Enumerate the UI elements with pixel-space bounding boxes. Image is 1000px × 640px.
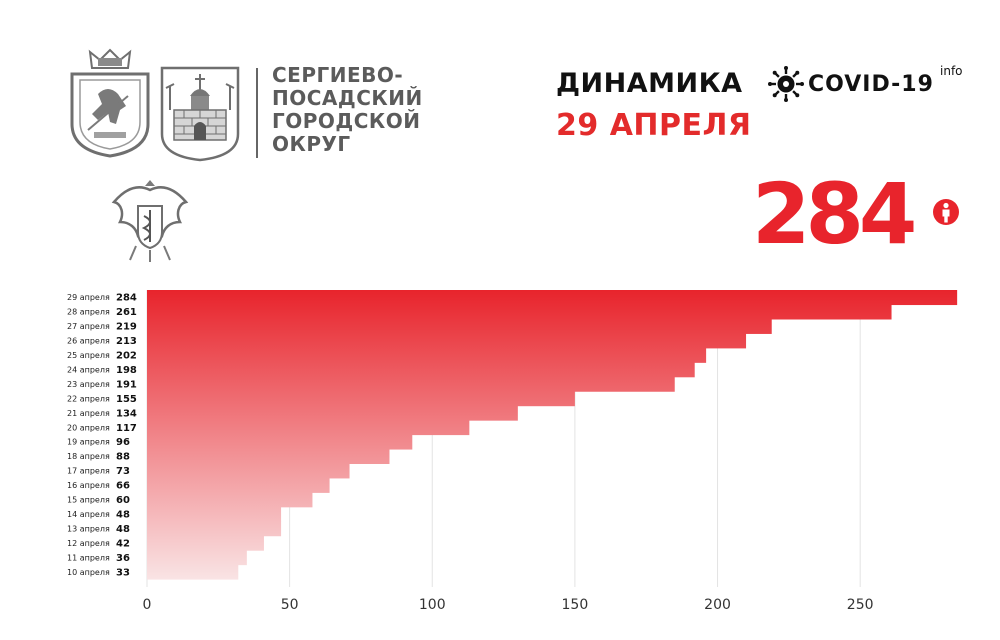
bar: [147, 405, 518, 421]
data-label: 73: [116, 466, 130, 477]
category-label: 18 апреля: [67, 452, 110, 461]
data-label: 96: [116, 437, 130, 448]
bar: [147, 506, 282, 522]
bar: [147, 434, 413, 450]
data-label: 213: [116, 336, 137, 347]
cases-bar-chart: 29 апреля 284 28 апреля 261 27 апреля 219 26 а…: [67, 290, 958, 613]
bar: [147, 333, 747, 349]
bar: [147, 564, 239, 580]
category-label: 16 апреля: [67, 481, 110, 490]
x-tick-label: 250: [847, 597, 874, 613]
category-label: 26 апреля: [67, 337, 110, 346]
category-label: 10 апреля: [67, 568, 110, 577]
data-label: 219: [116, 322, 137, 333]
data-label: 42: [116, 538, 130, 549]
moscow-oblast-emblem-icon: [70, 48, 150, 158]
headline: ДИНАМИКА COVID-19 info: [556, 64, 976, 104]
data-label: 88: [116, 452, 130, 463]
org-name: СЕРГИЕВО- ПОСАДСКИЙ ГОРОДСКОЙ ОКРУГ: [272, 64, 452, 156]
brand-superscript: info: [940, 64, 963, 78]
category-label: 21 апреля: [67, 409, 110, 418]
data-label: 48: [116, 509, 130, 520]
data-label: 48: [116, 524, 130, 535]
x-tick-label: 200: [704, 597, 731, 613]
bar: [147, 477, 330, 493]
category-label: 15 апреля: [67, 496, 110, 505]
category-label: 20 апреля: [67, 423, 110, 432]
virus-icon: [768, 66, 804, 102]
category-label: 29 апреля: [67, 293, 110, 302]
x-tick-label: 150: [562, 597, 589, 613]
data-label: 261: [116, 307, 137, 318]
data-label: 66: [116, 481, 130, 492]
headline-title: ДИНАМИКА: [556, 68, 743, 99]
category-label: 19 апреля: [67, 438, 110, 447]
data-label: 191: [116, 379, 137, 390]
bar: [147, 376, 675, 392]
header-divider: [256, 68, 258, 158]
data-label: 198: [116, 365, 137, 376]
category-label: 11 апреля: [67, 553, 110, 562]
person-icon: [933, 199, 959, 225]
org-name-line: ПОСАДСКИЙ: [272, 86, 423, 110]
data-label: 60: [116, 495, 130, 506]
bar: [147, 521, 282, 537]
bar: [147, 448, 390, 464]
org-name-line: СЕРГИЕВО-: [272, 63, 404, 87]
category-label: 13 апреля: [67, 524, 110, 533]
bar: [147, 391, 575, 407]
bar: [147, 347, 707, 363]
category-label: 27 апреля: [67, 322, 110, 331]
brand-text: COVID-19: [808, 72, 934, 97]
total-cases-number: 284: [752, 165, 917, 263]
category-label: 23 апреля: [67, 380, 110, 389]
category-label: 17 апреля: [67, 467, 110, 476]
category-label: 25 апреля: [67, 351, 110, 360]
bar: [147, 362, 695, 378]
category-label: 22 апреля: [67, 394, 110, 403]
rospotrebnadzor-emblem-icon: [111, 180, 189, 262]
data-label: 202: [116, 351, 137, 362]
x-tick-label: 0: [143, 597, 152, 613]
bar: [147, 463, 350, 479]
org-name-line: ГОРОДСКОЙ: [272, 109, 421, 133]
bar: [147, 318, 772, 334]
bar: [147, 492, 313, 508]
bar: [147, 290, 958, 306]
category-label: 24 апреля: [67, 365, 110, 374]
bar: [147, 304, 892, 320]
x-tick-label: 100: [419, 597, 446, 613]
data-label: 155: [116, 394, 137, 405]
date-title: 29 АПРЕЛЯ: [556, 108, 752, 143]
bar: [147, 420, 470, 436]
bar: [147, 550, 247, 566]
data-label: 134: [116, 408, 137, 419]
org-name-line: ОКРУГ: [272, 132, 351, 156]
sergiev-posad-emblem-icon: [160, 66, 240, 162]
bar: [147, 535, 264, 551]
data-label: 284: [116, 293, 137, 304]
category-label: 12 апреля: [67, 539, 110, 548]
data-label: 36: [116, 553, 130, 564]
category-label: 28 апреля: [67, 308, 110, 317]
data-label: 117: [116, 423, 137, 434]
category-label: 14 апреля: [67, 510, 110, 519]
data-label: 33: [116, 567, 130, 578]
x-tick-label: 50: [281, 597, 299, 613]
